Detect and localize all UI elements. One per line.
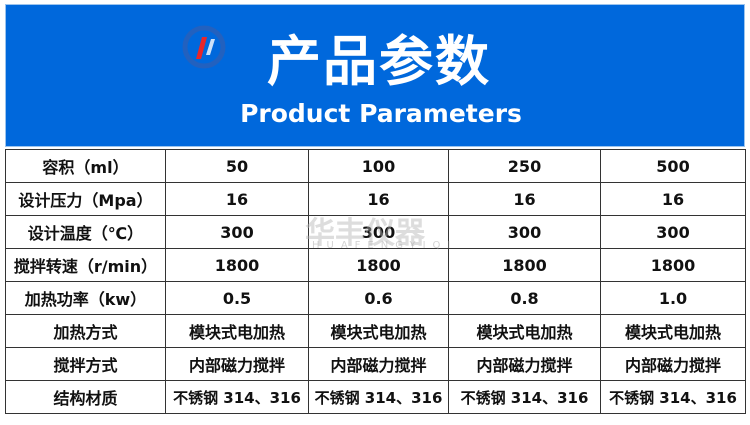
cell-value: 模块式电加热 (165, 314, 309, 348)
cell-value: 250 (448, 149, 601, 183)
cell-value: 16 (165, 182, 309, 216)
cell-value: 内部磁力搅拌 (165, 347, 309, 381)
cell-value: 内部磁力搅拌 (600, 347, 746, 381)
header-banner: 产品参数 Product Parameters (5, 4, 745, 147)
cell-value: 不锈钢 314、316 (165, 380, 309, 414)
table-row: 搅拌方式 内部磁力搅拌 内部磁力搅拌 内部磁力搅拌 内部磁力搅拌 (5, 347, 746, 381)
row-label: 加热功率（kw） (5, 281, 166, 315)
cell-value: 1.0 (600, 281, 746, 315)
cell-value: 不锈钢 314、316 (600, 380, 746, 414)
cell-value: 内部磁力搅拌 (448, 347, 601, 381)
cell-value: 50 (165, 149, 309, 183)
cell-value: 300 (600, 215, 746, 249)
table-row: 设计温度（℃） 300 300 300 300 (5, 215, 746, 249)
cell-value: 1800 (600, 248, 746, 282)
cell-value: 模块式电加热 (448, 314, 601, 348)
cell-value: 不锈钢 314、316 (308, 380, 449, 414)
cell-value: 16 (448, 182, 601, 216)
row-label: 设计压力（Mpa） (5, 182, 166, 216)
page-title: 产品参数 (267, 30, 491, 93)
table-row: 搅拌转速（r/min） 1800 1800 1800 1800 (5, 248, 746, 282)
row-label: 设计温度（℃） (5, 215, 166, 249)
cell-value: 0.5 (165, 281, 309, 315)
table-row: 加热功率（kw） 0.5 0.6 0.8 1.0 (5, 281, 746, 315)
cell-value: 300 (165, 215, 309, 249)
cell-value: 16 (308, 182, 449, 216)
cell-value: 模块式电加热 (308, 314, 449, 348)
cell-value: 300 (448, 215, 601, 249)
cell-value: 1800 (165, 248, 309, 282)
row-label: 容积（ml） (5, 149, 166, 183)
cell-value: 模块式电加热 (600, 314, 746, 348)
cell-value: 1800 (308, 248, 449, 282)
parameters-table: 容积（ml） 50 100 250 500 设计压力（Mpa） 16 16 16 16 设计温度（℃… (5, 149, 746, 414)
cell-value: 不锈钢 314、316 (448, 380, 601, 414)
cell-value: 100 (308, 149, 449, 183)
row-label: 搅拌转速（r/min） (5, 248, 166, 282)
cell-value: 16 (600, 182, 746, 216)
company-logo-icon (182, 25, 226, 69)
cell-value: 0.8 (448, 281, 601, 315)
table-row: 容积（ml） 50 100 250 500 (5, 149, 746, 183)
page-subtitle: Product Parameters (240, 99, 522, 128)
table-row: 加热方式 模块式电加热 模块式电加热 模块式电加热 模块式电加热 (5, 314, 746, 348)
cell-value: 1800 (448, 248, 601, 282)
cell-value: 500 (600, 149, 746, 183)
row-label: 加热方式 (5, 314, 166, 348)
cell-value: 0.6 (308, 281, 449, 315)
table-row: 设计压力（Mpa） 16 16 16 16 (5, 182, 746, 216)
row-label: 搅拌方式 (5, 347, 166, 381)
cell-value: 内部磁力搅拌 (308, 347, 449, 381)
table-row: 结构材质 不锈钢 314、316 不锈钢 314、316 不锈钢 314、316 不锈钢… (5, 380, 746, 414)
row-label: 结构材质 (5, 380, 166, 414)
cell-value: 300 (308, 215, 449, 249)
